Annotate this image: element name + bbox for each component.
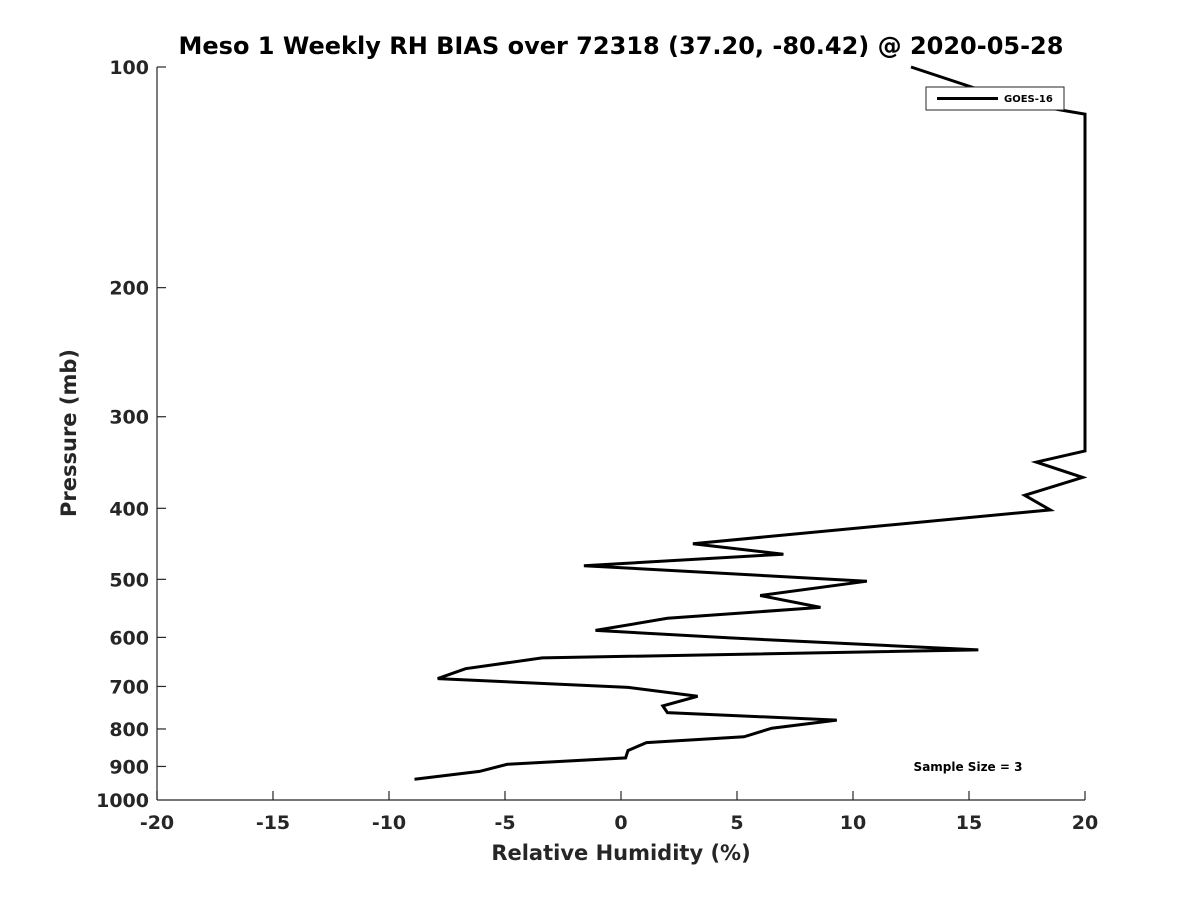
x-tick-label: 0 [614,812,627,834]
x-axis-label: Relative Humidity (%) [491,841,750,865]
x-tick-label: 10 [840,812,866,834]
y-tick-label: 500 [109,569,149,591]
y-axis-label: Pressure (mb) [57,349,81,517]
y-tick-label: 100 [109,57,149,79]
x-tick-label: -20 [140,812,174,834]
x-axis: -20 -15 -10 -5 0 5 10 15 20 [140,791,1098,834]
legend: GOES-16 [925,86,1065,111]
series-line-goes-16 [414,65,1087,781]
chart-title: Meso 1 Weekly RH BIAS over 72318 (37.20,… [179,32,1064,60]
plot-area [414,65,1087,781]
x-tick-label: 5 [730,812,743,834]
y-tick-label: 1000 [96,790,149,812]
x-tick-label: -10 [372,812,406,834]
y-axis: 100 200 300 400 500 600 700 800 900 1000 [96,57,166,812]
sample-size-annotation: Sample Size = 3 [914,760,1023,774]
y-tick-label: 700 [109,676,149,698]
x-tick-label: -15 [256,812,290,834]
x-tick-label: 20 [1072,812,1098,834]
y-tick-label: 200 [109,278,149,300]
x-tick-label: -5 [494,812,515,834]
y-tick-label: 600 [109,627,149,649]
y-tick-label: 900 [109,756,149,778]
y-tick-label: 300 [109,407,149,429]
y-tick-label: 800 [109,719,149,741]
legend-entry-goes-16: GOES-16 [1004,94,1053,105]
y-tick-label: 400 [109,498,149,520]
x-tick-label: 15 [956,812,982,834]
